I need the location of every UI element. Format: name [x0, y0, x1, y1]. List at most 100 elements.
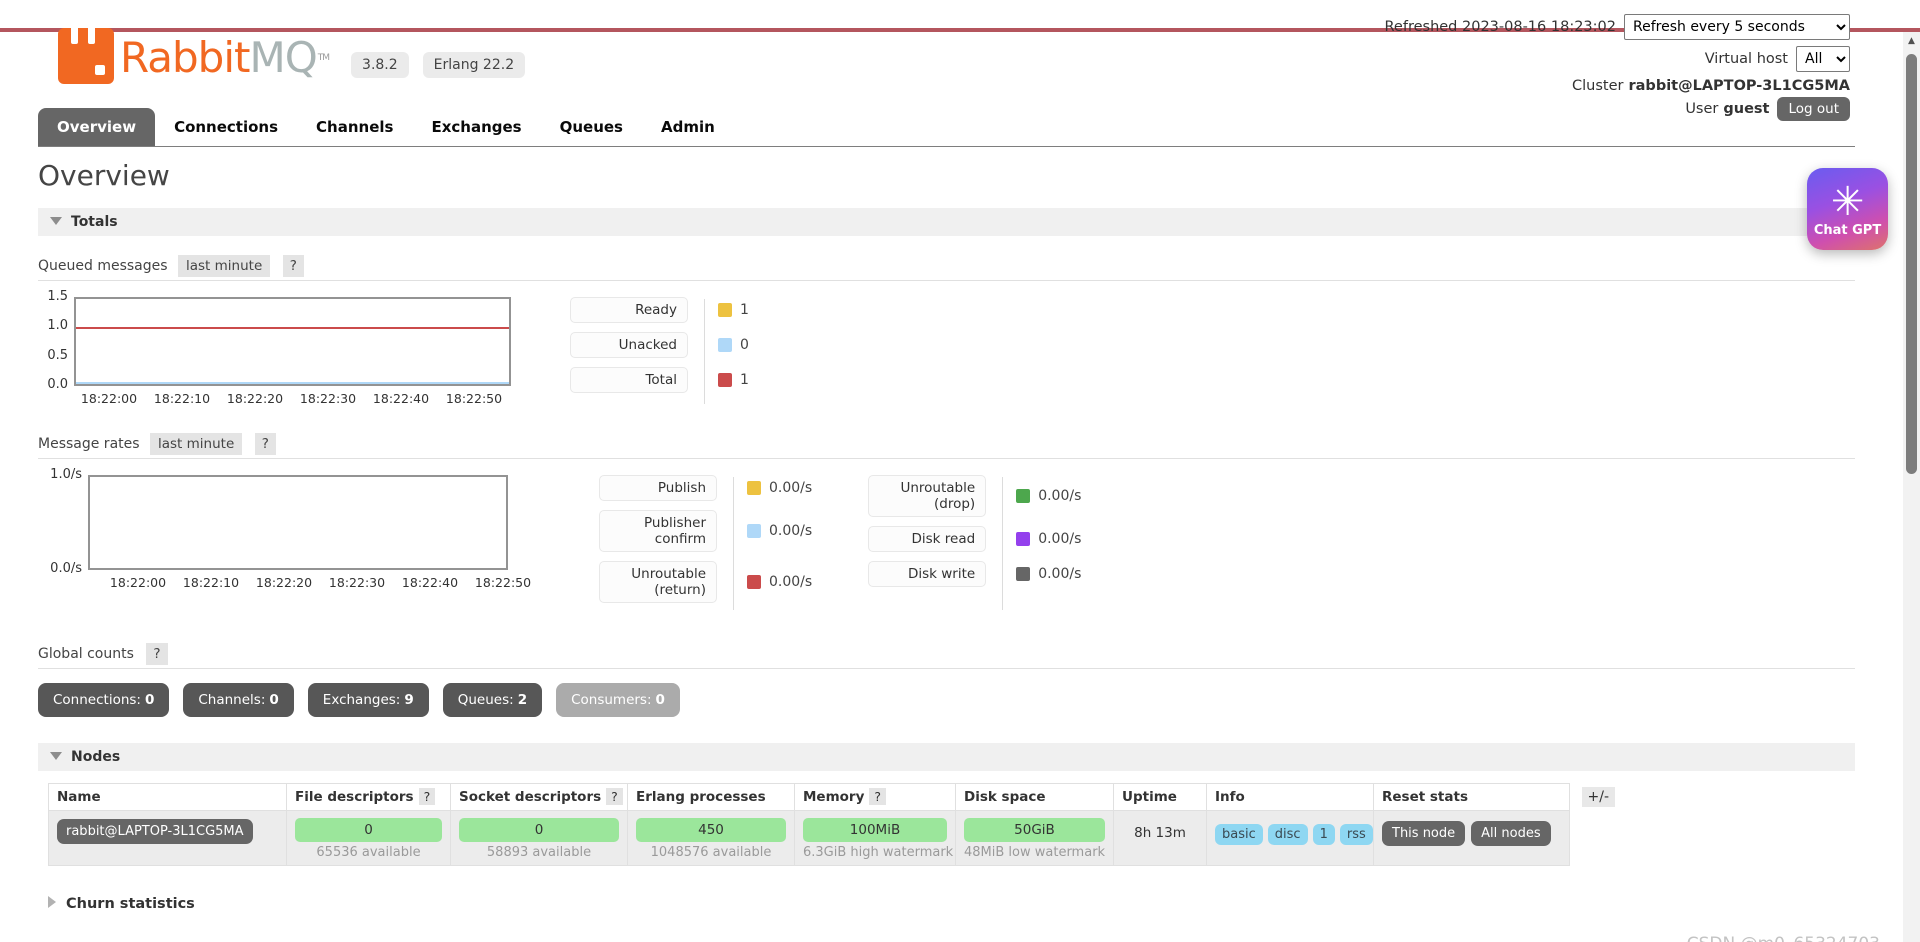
legend-disk-write[interactable]: Disk write — [868, 561, 987, 587]
legend-ready[interactable]: Ready — [570, 297, 688, 323]
version-badge: 3.8.2 — [351, 52, 409, 78]
disk-space-meter: 50GiB — [964, 818, 1105, 842]
col-reset-stats: Reset stats — [1382, 789, 1468, 805]
ready-swatch-icon — [718, 303, 732, 317]
col-erlang-processes: Erlang processes — [636, 789, 766, 805]
node-info-badges: basic disc 1 rss — [1215, 816, 1373, 845]
tab-channels[interactable]: Channels — [316, 118, 394, 136]
nodes-table: Name File descriptors? Socket descriptor… — [48, 783, 1570, 866]
col-uptime: Uptime — [1122, 789, 1177, 805]
nodes-section-header[interactable]: Nodes — [38, 743, 1855, 771]
message-rates-heading: Message rates last minute ? — [38, 433, 1855, 459]
publish-value: 0.00/s — [769, 480, 813, 496]
legend-unacked[interactable]: Unacked — [570, 332, 688, 358]
socket-descriptors-available: 58893 available — [486, 845, 592, 860]
refresh-interval-select[interactable]: Refresh every 5 seconds — [1624, 14, 1850, 40]
rates-help-icon[interactable]: ? — [254, 433, 276, 455]
churn-statistics-header[interactable]: Churn statistics — [48, 896, 1920, 912]
main-nav-tabs: Overview Connections Channels Exchanges … — [38, 108, 1855, 147]
tab-admin[interactable]: Admin — [660, 118, 715, 136]
consumers-count-button[interactable]: Consumers: 0 — [556, 683, 680, 717]
header: RabbitMQTM 3.8.2 Erlang 22.2 Refreshed 2… — [58, 14, 1920, 121]
disk-write-value: 0.00/s — [1038, 566, 1082, 582]
legend-unroutable-return[interactable]: Unroutable (return) — [599, 561, 717, 603]
publish-swatch-icon — [747, 481, 761, 495]
unacked-value: 0 — [740, 337, 749, 353]
publisher-confirm-value: 0.00/s — [769, 523, 813, 539]
unacked-swatch-icon — [718, 338, 732, 352]
disk-read-value: 0.00/s — [1038, 531, 1082, 547]
user-name: guest — [1723, 101, 1770, 117]
unroutable-return-value: 0.00/s — [769, 574, 813, 590]
virtual-host-select[interactable]: All — [1796, 46, 1850, 72]
logout-button[interactable]: Log out — [1777, 97, 1850, 121]
scroll-up-arrow-icon[interactable]: ▲ — [1908, 36, 1915, 46]
node-name-link[interactable]: rabbit@LAPTOP-3L1CG5MA — [57, 819, 253, 844]
refreshed-timestamp: Refreshed 2023-08-16 18:23:02 — [1384, 19, 1617, 35]
queued-legend: Ready 1 Unacked 0 Total 1 — [570, 297, 749, 406]
ready-value: 1 — [740, 302, 749, 318]
chatgpt-extension-badge[interactable]: ✳ Chat GPT — [1807, 168, 1888, 250]
scrollbar-thumb[interactable] — [1906, 54, 1917, 474]
socket-descriptors-meter: 0 — [459, 818, 619, 842]
queued-range-badge[interactable]: last minute — [178, 255, 271, 277]
col-name: Name — [57, 789, 101, 805]
totals-section-header[interactable]: Totals — [38, 208, 1855, 236]
message-rates-chart: 1.0/s 0.0/s 18:22:00 18:22:10 18:22:20 18:2… — [38, 467, 1920, 612]
collapse-triangle-icon — [50, 217, 62, 225]
node-row: rabbit@LAPTOP-3L1CG5MA 0 65536 available… — [48, 810, 1570, 866]
publisher-confirm-swatch-icon — [747, 524, 761, 538]
tab-exchanges[interactable]: Exchanges — [431, 118, 522, 136]
rates-plot-area — [88, 475, 508, 570]
global-counts-heading: Global counts ? — [38, 643, 1855, 669]
legend-publisher-confirm[interactable]: Publisher confirm — [599, 510, 717, 552]
tab-connections[interactable]: Connections — [174, 118, 279, 136]
total-series-line — [76, 327, 509, 329]
collapse-triangle-icon — [50, 752, 62, 760]
page-scrollbar[interactable]: ▲ ▼ — [1903, 32, 1920, 942]
tab-queues[interactable]: Queues — [559, 118, 623, 136]
legend-total[interactable]: Total — [570, 367, 688, 393]
memory-help-icon[interactable]: ? — [869, 788, 887, 805]
global-counts-buttons: Connections: 0 Channels: 0 Exchanges: 9 Que… — [38, 683, 1920, 717]
tab-overview[interactable]: Overview — [38, 108, 156, 146]
rabbitmq-logo[interactable]: RabbitMQTM 3.8.2 Erlang 22.2 — [58, 28, 1920, 84]
unroutable-return-swatch-icon — [747, 575, 761, 589]
global-counts-help-icon[interactable]: ? — [146, 643, 168, 665]
nodes-header-row: Name File descriptors? Socket descriptor… — [48, 783, 1570, 811]
queued-help-icon[interactable]: ? — [282, 255, 304, 277]
exchanges-count-button[interactable]: Exchanges: 9 — [307, 683, 429, 717]
virtual-host-label: Virtual host — [1704, 51, 1788, 67]
column-toggle-button[interactable]: +/- — [1581, 787, 1615, 807]
rates-legend-col2: Unroutable (drop) 0.00/s Disk read 0.00/… — [868, 475, 1081, 612]
queued-plot-area — [74, 297, 511, 386]
nodes-table-wrap: Name File descriptors? Socket descriptor… — [48, 783, 1615, 866]
queued-messages-chart: 1.5 1.0 0.5 0.0 18:22:00 18:22:10 18:22:20… — [38, 289, 1920, 406]
fd-help-icon[interactable]: ? — [418, 788, 436, 805]
col-socket-descriptors: Socket descriptors — [459, 789, 602, 805]
info-badge-rss: rss — [1339, 824, 1373, 845]
legend-disk-read[interactable]: Disk read — [868, 526, 987, 552]
queued-x-axis: 18:22:00 18:22:10 18:22:20 18:22:30 18:22:40… — [80, 391, 503, 406]
memory-watermark-note: 6.3GiB high watermark — [803, 845, 954, 860]
reset-this-node-button[interactable]: This node — [1382, 821, 1466, 846]
legend-publish[interactable]: Publish — [599, 475, 717, 501]
unacked-series-line — [76, 382, 509, 384]
col-memory: Memory — [803, 789, 865, 805]
file-descriptors-available: 65536 available — [316, 845, 421, 860]
reset-all-nodes-button[interactable]: All nodes — [1471, 821, 1551, 846]
rates-range-badge[interactable]: last minute — [150, 433, 243, 455]
connections-count-button[interactable]: Connections: 0 — [38, 683, 170, 717]
header-right: Refreshed 2023-08-16 18:23:02 Refresh ev… — [1384, 14, 1850, 127]
legend-unroutable-drop[interactable]: Unroutable (drop) — [868, 475, 987, 517]
channels-count-button[interactable]: Channels: 0 — [183, 683, 294, 717]
unroutable-drop-value: 0.00/s — [1038, 488, 1082, 504]
queues-count-button[interactable]: Queues: 2 — [442, 683, 543, 717]
rates-y-axis: 1.0/s 0.0/s — [50, 467, 82, 576]
erlang-processes-meter: 450 — [636, 818, 786, 842]
disk-write-swatch-icon — [1016, 567, 1031, 581]
rates-legend-col1: Publish 0.00/s Publisher confirm 0.00/s … — [599, 475, 812, 612]
queued-y-axis: 1.5 1.0 0.5 0.0 — [47, 289, 68, 392]
sd-help-icon[interactable]: ? — [606, 788, 623, 805]
total-swatch-icon — [718, 373, 732, 387]
